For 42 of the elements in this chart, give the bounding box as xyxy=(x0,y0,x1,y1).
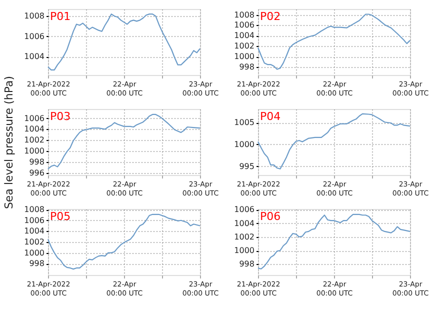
y-tick-label: 1000 xyxy=(234,140,254,149)
y-tick-label: 1002 xyxy=(24,136,44,145)
line-series xyxy=(47,214,201,270)
y-tick-label: 995 xyxy=(239,162,254,171)
y-tick-label: 996 xyxy=(29,168,44,178)
line-series xyxy=(47,14,201,70)
chart-title: P02 xyxy=(260,10,281,23)
y-tick-label: 1004 xyxy=(234,218,254,228)
y-tick-label: 1008 xyxy=(24,205,44,214)
chart-title: P06 xyxy=(260,210,281,223)
y-tick-label: 1006 xyxy=(24,216,44,225)
y-tick-label: 1004 xyxy=(24,52,44,62)
chart-title: P01 xyxy=(50,10,71,23)
y-tick-label: 998 xyxy=(29,157,44,166)
y-tick-label: 998 xyxy=(239,260,254,269)
y-tick-label: 1002 xyxy=(24,238,44,246)
y-tick-label: 1002 xyxy=(234,232,254,242)
line-series xyxy=(47,114,201,170)
chart-title: P05 xyxy=(50,210,71,223)
line-series xyxy=(257,14,411,70)
y-tick-label: 1004 xyxy=(234,31,254,40)
y-tick-label: 1006 xyxy=(234,205,254,214)
chart-title: P03 xyxy=(50,110,71,123)
y-tick-label: 998 xyxy=(239,62,254,72)
y-tick-label: 1006 xyxy=(24,114,44,123)
y-tick-label: 1000 xyxy=(234,246,254,256)
y-tick-label: 1008 xyxy=(234,10,254,20)
y-axis-title: Sea level pressure (hPa) xyxy=(2,76,16,210)
chart-title: P04 xyxy=(260,110,281,123)
y-tick-label: 1006 xyxy=(24,32,44,41)
y-tick-label: 1004 xyxy=(24,226,44,236)
y-tick-label: 998 xyxy=(29,259,44,268)
y-tick-label: 1004 xyxy=(24,124,44,134)
line-series xyxy=(257,113,411,170)
y-tick-label: 1006 xyxy=(234,20,254,30)
y-tick-label: 1008 xyxy=(24,12,44,21)
y-tick-label: 1000 xyxy=(234,52,254,62)
line-series xyxy=(257,214,411,270)
y-tick-label: 1005 xyxy=(234,118,254,128)
y-tick-label: 1000 xyxy=(24,248,44,258)
y-tick-label: 1000 xyxy=(24,146,44,156)
y-tick-label: 1002 xyxy=(234,42,254,51)
